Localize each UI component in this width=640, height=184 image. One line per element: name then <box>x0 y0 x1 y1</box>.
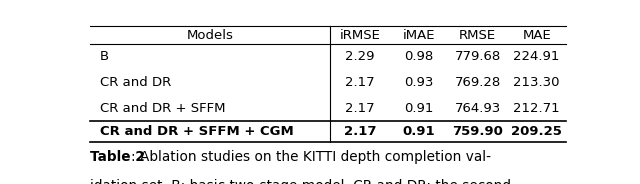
Text: 0.91: 0.91 <box>404 102 433 115</box>
Text: CR and DR: CR and DR <box>100 76 171 89</box>
Text: Table 2: Table 2 <box>90 150 145 164</box>
Text: 759.90: 759.90 <box>452 125 503 138</box>
Text: 212.71: 212.71 <box>513 102 560 115</box>
Text: 2.17: 2.17 <box>345 102 375 115</box>
Text: Models: Models <box>187 29 234 42</box>
Text: 0.93: 0.93 <box>404 76 433 89</box>
Text: 2.17: 2.17 <box>344 125 376 138</box>
Text: 209.25: 209.25 <box>511 125 562 138</box>
Text: 779.68: 779.68 <box>454 50 501 63</box>
Text: 0.91: 0.91 <box>403 125 435 138</box>
Text: MAE: MAE <box>522 29 551 42</box>
Text: iRMSE: iRMSE <box>339 29 380 42</box>
Text: : Ablation studies on the KITTI depth completion val-: : Ablation studies on the KITTI depth co… <box>131 150 491 164</box>
Text: 2.29: 2.29 <box>345 50 374 63</box>
Text: iMAE: iMAE <box>403 29 435 42</box>
Text: 224.91: 224.91 <box>513 50 560 63</box>
Text: 213.30: 213.30 <box>513 76 560 89</box>
Text: 764.93: 764.93 <box>454 102 501 115</box>
Text: idation set. B: basic two-stage model, CR and DR: the second: idation set. B: basic two-stage model, C… <box>90 179 511 184</box>
Text: CR and DR + SFFM + CGM: CR and DR + SFFM + CGM <box>100 125 294 138</box>
Text: RMSE: RMSE <box>459 29 496 42</box>
Text: 2.17: 2.17 <box>345 76 375 89</box>
Text: 769.28: 769.28 <box>454 76 501 89</box>
Text: CR and DR + SFFM: CR and DR + SFFM <box>100 102 225 115</box>
Text: 0.98: 0.98 <box>404 50 433 63</box>
Text: B: B <box>100 50 109 63</box>
